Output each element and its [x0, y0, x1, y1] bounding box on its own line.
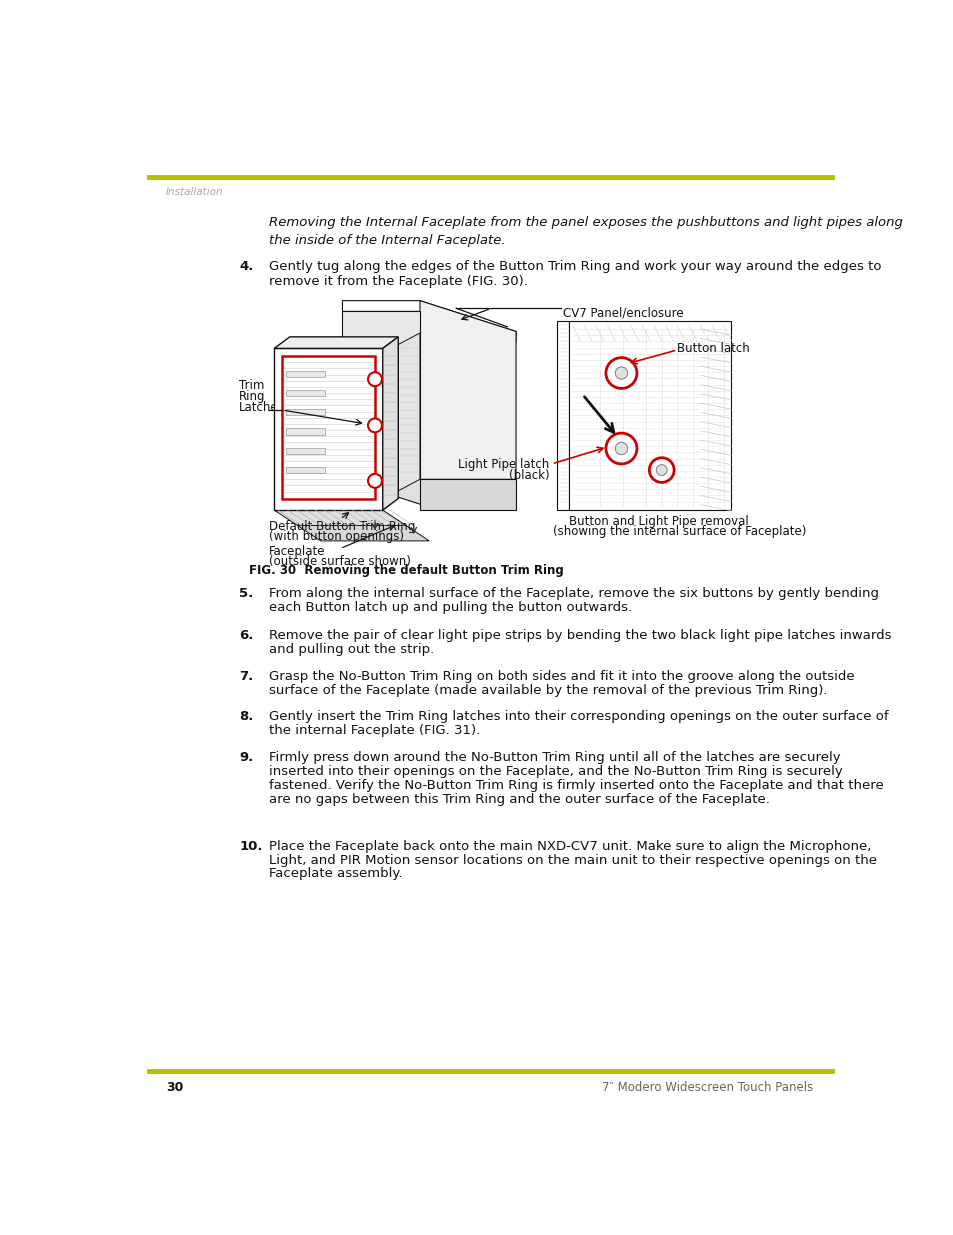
Bar [286, 429, 324, 435]
Text: CV7 Panel/enclosure: CV7 Panel/enclosure [562, 306, 682, 319]
Bar [286, 370, 324, 377]
Polygon shape [557, 321, 568, 510]
Text: Installation: Installation [166, 186, 223, 196]
Polygon shape [274, 348, 382, 510]
Polygon shape [419, 300, 516, 479]
Text: 6.: 6. [239, 630, 253, 642]
Text: 7.: 7. [239, 671, 253, 683]
Text: Button and Light Pipe removal: Button and Light Pipe removal [568, 515, 748, 529]
Text: Trim: Trim [239, 379, 265, 393]
Text: Place the Faceplate back onto the main NXD-CV7 unit. Make sure to align the Micr: Place the Faceplate back onto the main N… [269, 840, 870, 852]
Text: (showing the internal surface of Faceplate): (showing the internal surface of Facepla… [553, 526, 806, 538]
Text: fastened. Verify the No-Button Trim Ring is firmly inserted onto the Faceplate a: fastened. Verify the No-Button Trim Ring… [269, 779, 882, 792]
Text: (black): (black) [508, 468, 549, 482]
Text: 10.: 10. [239, 840, 263, 852]
Bar [286, 390, 324, 396]
Polygon shape [382, 337, 397, 510]
Text: Faceplate assembly.: Faceplate assembly. [269, 867, 402, 881]
Text: Latches: Latches [239, 401, 285, 414]
Text: 4.: 4. [239, 259, 253, 273]
Text: each Button latch up and pulling the button outwards.: each Button latch up and pulling the but… [269, 601, 631, 614]
Circle shape [615, 367, 627, 379]
Text: the inside of the Internal Faceplate.: the inside of the Internal Faceplate. [269, 233, 505, 247]
Text: Faceplate: Faceplate [269, 545, 325, 558]
Circle shape [656, 464, 666, 475]
Polygon shape [274, 510, 406, 526]
Circle shape [649, 458, 674, 483]
Text: 7″ Modero Widescreen Touch Panels: 7″ Modero Widescreen Touch Panels [601, 1082, 812, 1094]
Bar [286, 448, 324, 454]
Circle shape [368, 474, 381, 488]
Polygon shape [342, 300, 516, 342]
Text: From along the internal surface of the Faceplate, remove the six buttons by gent: From along the internal surface of the F… [269, 587, 878, 600]
Text: Light Pipe latch: Light Pipe latch [457, 458, 549, 471]
Text: Default Button Trim Ring: Default Button Trim Ring [269, 520, 415, 534]
Text: 30: 30 [166, 1082, 183, 1094]
Text: 9.: 9. [239, 751, 253, 764]
Text: remove it from the Faceplate (FIG. 30).: remove it from the Faceplate (FIG. 30). [269, 275, 527, 288]
Text: Remove the pair of clear light pipe strips by bending the two black light pipe l: Remove the pair of clear light pipe stri… [269, 630, 890, 642]
Bar [286, 467, 324, 473]
Polygon shape [342, 311, 419, 479]
Circle shape [368, 419, 381, 432]
Circle shape [368, 372, 381, 387]
Polygon shape [397, 333, 419, 490]
Polygon shape [274, 337, 397, 348]
Text: and pulling out the strip.: and pulling out the strip. [269, 643, 434, 656]
Text: Button latch: Button latch [677, 342, 749, 356]
Text: Gently insert the Trim Ring latches into their corresponding openings on the out: Gently insert the Trim Ring latches into… [269, 710, 887, 724]
Circle shape [605, 433, 637, 464]
Polygon shape [297, 526, 429, 541]
Text: Gently tug along the edges of the Button Trim Ring and work your way around the : Gently tug along the edges of the Button… [269, 259, 881, 273]
Bar [286, 409, 324, 415]
Polygon shape [342, 479, 516, 510]
Circle shape [605, 358, 637, 389]
Text: (outside surface shown): (outside surface shown) [269, 555, 411, 568]
Text: inserted into their openings on the Faceplate, and the No-Button Trim Ring is se: inserted into their openings on the Face… [269, 764, 841, 778]
Text: 5.: 5. [239, 587, 253, 600]
Polygon shape [568, 321, 731, 510]
Text: FIG. 30  Removing the default Button Trim Ring: FIG. 30 Removing the default Button Trim… [249, 564, 563, 577]
Text: (with button openings): (with button openings) [269, 530, 403, 543]
Text: Firmly press down around the No-Button Trim Ring until all of the latches are se: Firmly press down around the No-Button T… [269, 751, 840, 764]
Text: surface of the Faceplate (made available by the removal of the previous Trim Rin: surface of the Faceplate (made available… [269, 684, 826, 697]
Polygon shape [419, 479, 516, 510]
Text: Ring: Ring [239, 390, 266, 403]
Text: are no gaps between this Trim Ring and the outer surface of the Faceplate.: are no gaps between this Trim Ring and t… [269, 793, 769, 805]
Polygon shape [282, 356, 375, 499]
Text: Grasp the No-Button Trim Ring on both sides and fit it into the groove along the: Grasp the No-Button Trim Ring on both si… [269, 671, 854, 683]
Text: 8.: 8. [239, 710, 253, 724]
Text: Light, and PIR Motion sensor locations on the main unit to their respective open: Light, and PIR Motion sensor locations o… [269, 853, 876, 867]
Text: the internal Faceplate (FIG. 31).: the internal Faceplate (FIG. 31). [269, 724, 479, 737]
Circle shape [615, 442, 627, 454]
Text: Removing the Internal Faceplate from the panel exposes the pushbuttons and light: Removing the Internal Faceplate from the… [269, 216, 902, 228]
